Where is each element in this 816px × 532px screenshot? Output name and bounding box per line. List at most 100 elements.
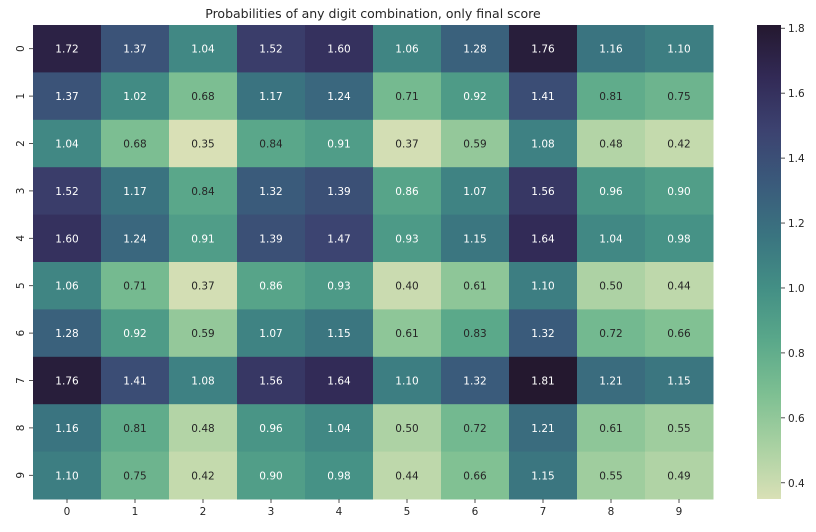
heatmap-cells: 1.72 1.37 1.04 1.52 1.60 1.06 1.28 1.76 1.16 1.10… [33, 25, 714, 500]
heatmap-cell [237, 25, 306, 73]
heatmap-cell [577, 356, 646, 405]
heatmap-cell [237, 451, 306, 500]
heatmap-cell [509, 451, 578, 500]
cell-value-label: 0.66 [667, 328, 691, 340]
heatmap-cell [101, 72, 170, 121]
cell-value-label: 1.60 [55, 233, 78, 245]
y-tick-label: 1 [15, 93, 27, 100]
cell-value-label: 1.39 [259, 233, 282, 245]
y-tick-label: 5 [15, 282, 27, 289]
cell-value-label: 1.08 [531, 139, 554, 151]
cell-value-label: 0.44 [395, 470, 419, 482]
cell-value-label: 1.76 [531, 44, 555, 56]
colorbar-tick-label: 1.6 [788, 88, 805, 100]
heatmap-cell [237, 119, 306, 168]
cell-value-label: 0.92 [123, 328, 146, 340]
heatmap-cell [577, 451, 646, 500]
x-tick-label: 5 [404, 506, 411, 518]
heatmap-cell [441, 309, 510, 358]
colorbar-tick-label: 1.0 [788, 283, 805, 295]
heatmap-cell [577, 167, 646, 216]
heatmap-cell [101, 451, 170, 500]
cell-value-label: 1.52 [55, 186, 78, 198]
heatmap-cell [169, 25, 238, 73]
heatmap-cell [441, 262, 510, 310]
heatmap-cell [101, 167, 170, 216]
heatmap-cell [577, 309, 646, 358]
heatmap-cell [645, 167, 714, 216]
heatmap-cell [645, 214, 714, 263]
heatmap-cell [509, 72, 578, 121]
heatmap-cell [305, 309, 374, 358]
x-tick-label: 6 [472, 506, 479, 518]
heatmap-cell [441, 451, 510, 500]
heatmap-cell [305, 451, 374, 500]
cell-value-label: 1.21 [531, 423, 554, 435]
heatmap-cell [33, 262, 102, 310]
cell-value-label: 0.59 [191, 328, 214, 340]
cell-value-label: 0.49 [667, 470, 690, 482]
colorbar: 0.4 0.6 0.8 1.0 1.2 1.4 1.6 1.8 [757, 23, 805, 499]
cell-value-label: 1.10 [531, 281, 554, 293]
colorbar-tick-label: 1.4 [788, 153, 805, 165]
heatmap-cell [101, 262, 170, 310]
cell-value-label: 0.42 [191, 470, 214, 482]
cell-value-label: 0.55 [667, 423, 690, 435]
heatmap-cell [169, 72, 238, 121]
heatmap-cell [237, 356, 306, 405]
heatmap-cell [33, 451, 102, 500]
heatmap-cell [237, 214, 306, 263]
heatmap-cell [509, 404, 578, 453]
heatmap-cell [373, 167, 442, 216]
cell-value-label: 0.72 [463, 423, 486, 435]
colorbar-tick-label: 0.6 [788, 413, 805, 425]
heatmap-cell [305, 72, 374, 121]
heatmap-cell [101, 214, 170, 263]
heatmap-cell [101, 309, 170, 358]
x-tick-label: 8 [608, 506, 615, 518]
heatmap-cell [305, 25, 374, 73]
heatmap-cell [441, 119, 510, 168]
cell-value-label: 1.28 [55, 328, 78, 340]
heatmap-cell [509, 356, 578, 405]
x-tick-label: 7 [540, 506, 547, 518]
cell-value-label: 0.71 [123, 281, 146, 293]
heatmap-cell [373, 72, 442, 121]
cell-value-label: 1.04 [191, 44, 215, 56]
heatmap-cell [33, 167, 102, 216]
heatmap-cell [305, 356, 374, 405]
heatmap-cell [237, 167, 306, 216]
cell-value-label: 0.81 [123, 423, 146, 435]
heatmap-cell [509, 309, 578, 358]
heatmap-cell [101, 404, 170, 453]
heatmap-cell [373, 309, 442, 358]
cell-value-label: 1.04 [327, 423, 351, 435]
cell-value-label: 1.60 [327, 44, 350, 56]
heatmap-cell [169, 119, 238, 168]
y-tick-label: 4 [15, 235, 27, 242]
cell-value-label: 1.15 [463, 233, 486, 245]
y-axis-ticks: 0 1 2 3 4 5 6 7 8 9 [15, 45, 33, 479]
cell-value-label: 0.90 [667, 186, 690, 198]
cell-value-label: 0.66 [463, 470, 487, 482]
colorbar-tick-label: 1.8 [788, 23, 805, 35]
cell-value-label: 1.76 [55, 376, 79, 388]
cell-value-label: 1.56 [531, 186, 555, 198]
cell-value-label: 0.86 [395, 186, 419, 198]
cell-value-label: 1.15 [667, 376, 690, 388]
cell-value-label: 1.47 [327, 233, 350, 245]
cell-value-label: 0.98 [327, 470, 350, 482]
x-tick-label: 9 [676, 506, 683, 518]
cell-value-label: 0.48 [599, 139, 622, 151]
chart-title: Probabilities of any digit combination, … [205, 6, 541, 21]
heatmap-cell [169, 167, 238, 216]
cell-value-label: 0.68 [123, 139, 146, 151]
heatmap-cell [237, 262, 306, 310]
x-tick-label: 3 [268, 506, 275, 518]
cell-value-label: 1.07 [259, 328, 282, 340]
heatmap-cell [577, 262, 646, 310]
colorbar-tick-label: 0.8 [788, 348, 805, 360]
heatmap-cell [577, 25, 646, 73]
cell-value-label: 1.04 [599, 233, 623, 245]
